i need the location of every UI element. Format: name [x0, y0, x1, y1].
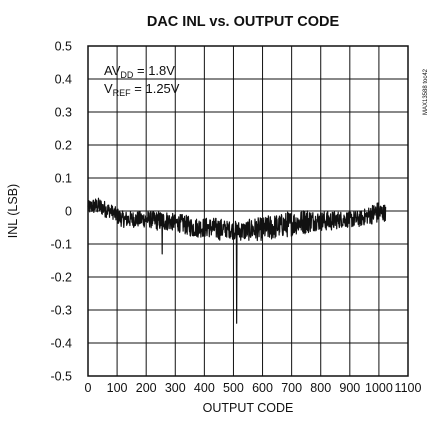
x-tick-label: 0: [85, 381, 92, 395]
plot-frame: [87, 45, 409, 377]
x-tick-label: 600: [252, 381, 273, 395]
y-axis-label: INL (LSB): [6, 184, 20, 238]
chart-title: DAC INL vs. OUTPUT CODE: [147, 14, 340, 30]
y-tick-label: -0.3: [50, 304, 72, 318]
y-tick-labels: 0.5 0.4 0.3 0.2 0.1 0 -0.1 -0.2 -0.3 -0.4 -0.5: [50, 40, 72, 384]
y-tick-label: -0.1: [50, 238, 72, 252]
inl-series-line: [87, 197, 387, 324]
x-tick-label: 700: [281, 381, 302, 395]
x-tick-label: 300: [165, 381, 186, 395]
annotation-avdd: AVDD = 1.8V: [104, 63, 175, 80]
x-tick-label: 1000: [365, 381, 393, 395]
x-tick-label: 400: [194, 381, 215, 395]
y-tick-label: 0.2: [55, 139, 72, 153]
x-tick-labels: 0 100 200 300 400 500 600 700 800 900 1000 1100: [85, 381, 422, 395]
x-tick-label: 1100: [395, 381, 422, 395]
annotation-vref: VREF = 1.25V: [104, 81, 180, 98]
y-tick-label: 0.3: [55, 106, 72, 120]
y-tick-label: 0.5: [55, 40, 72, 54]
y-tick-label: -0.5: [50, 370, 72, 384]
y-tick-label: -0.2: [50, 271, 72, 285]
y-tick-label: 0: [65, 205, 72, 219]
x-axis-label: OUTPUT CODE: [203, 401, 294, 415]
x-tick-label: 800: [310, 381, 331, 395]
y-tick-label: -0.4: [50, 337, 72, 351]
inl-trace: [87, 197, 387, 324]
figure-id-label: MAX13588 toc42: [423, 68, 429, 115]
y-tick-label: 0.4: [55, 73, 72, 87]
x-tick-label: 100: [107, 381, 128, 395]
x-tick-label: 200: [136, 381, 157, 395]
x-tick-label: 900: [339, 381, 360, 395]
y-tick-label: 0.1: [55, 172, 72, 186]
x-tick-label: 500: [223, 381, 244, 395]
